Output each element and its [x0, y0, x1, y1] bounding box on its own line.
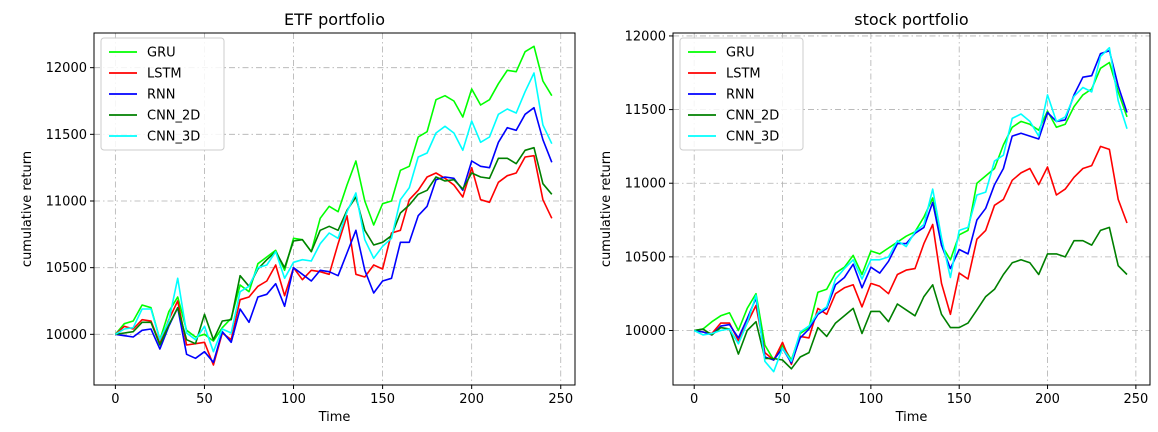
x-tick-label: 200: [1035, 392, 1060, 407]
y-tick-label: 11000: [625, 177, 666, 192]
x-tick-label: 250: [548, 392, 573, 407]
x-tick-label: 100: [858, 392, 883, 407]
legend-label: GRU: [147, 46, 176, 61]
x-tick-label: 250: [1123, 392, 1148, 407]
x-tick-label: 50: [774, 392, 791, 407]
y-axis-label: cumulative return: [20, 151, 35, 267]
legend-box: [679, 37, 804, 151]
legend-box: [100, 37, 225, 151]
series-line-lstm: [694, 145, 1128, 366]
x-tick-label: 150: [370, 392, 395, 407]
x-axis-label: Time: [318, 410, 351, 425]
series-line-rnn: [115, 106, 553, 364]
legend-label: LSTM: [147, 67, 182, 82]
chart-title: ETF portfolio: [284, 10, 385, 29]
legend-label: CNN_3D: [726, 130, 779, 145]
chart-title: stock portfolio: [854, 10, 968, 29]
x-tick-label: 50: [196, 392, 213, 407]
x-tick-label: 200: [459, 392, 484, 407]
plot-frame: [93, 32, 576, 386]
y-tick-label: 11000: [46, 195, 87, 210]
legend-label: GRU: [726, 46, 755, 61]
series-line-cnn-3d: [114, 72, 553, 353]
x-tick-label: 0: [111, 392, 119, 407]
y-axis-label: cumulative return: [599, 151, 614, 267]
legend-label: CNN_3D: [147, 130, 200, 145]
legend-label: CNN_2D: [147, 109, 200, 124]
series-line-cnn-2d: [694, 226, 1128, 370]
y-tick-label: 11500: [46, 128, 87, 143]
y-tick-label: 12000: [625, 29, 666, 44]
y-tick-label: 11500: [625, 103, 666, 118]
x-tick-label: 0: [690, 392, 698, 407]
plot-frame: [672, 32, 1151, 386]
x-tick-label: 150: [947, 392, 972, 407]
series-line-gru: [694, 61, 1128, 361]
y-tick-label: 10000: [625, 324, 666, 339]
series-line-cnn-3d: [693, 46, 1128, 373]
series-line-lstm: [114, 154, 553, 366]
y-tick-label: 10000: [46, 328, 87, 343]
y-tick-label: 10500: [46, 261, 87, 276]
legend-label: CNN_2D: [726, 109, 779, 124]
legend-label: RNN: [726, 88, 754, 103]
legend-label: LSTM: [726, 67, 761, 82]
series-line-gru: [114, 45, 553, 342]
series-line-cnn-2d: [115, 146, 553, 346]
legend-label: RNN: [147, 88, 175, 103]
x-tick-label: 100: [281, 392, 306, 407]
y-tick-label: 10500: [625, 250, 666, 265]
y-tick-label: 12000: [46, 61, 87, 76]
x-axis-label: Time: [895, 410, 928, 425]
